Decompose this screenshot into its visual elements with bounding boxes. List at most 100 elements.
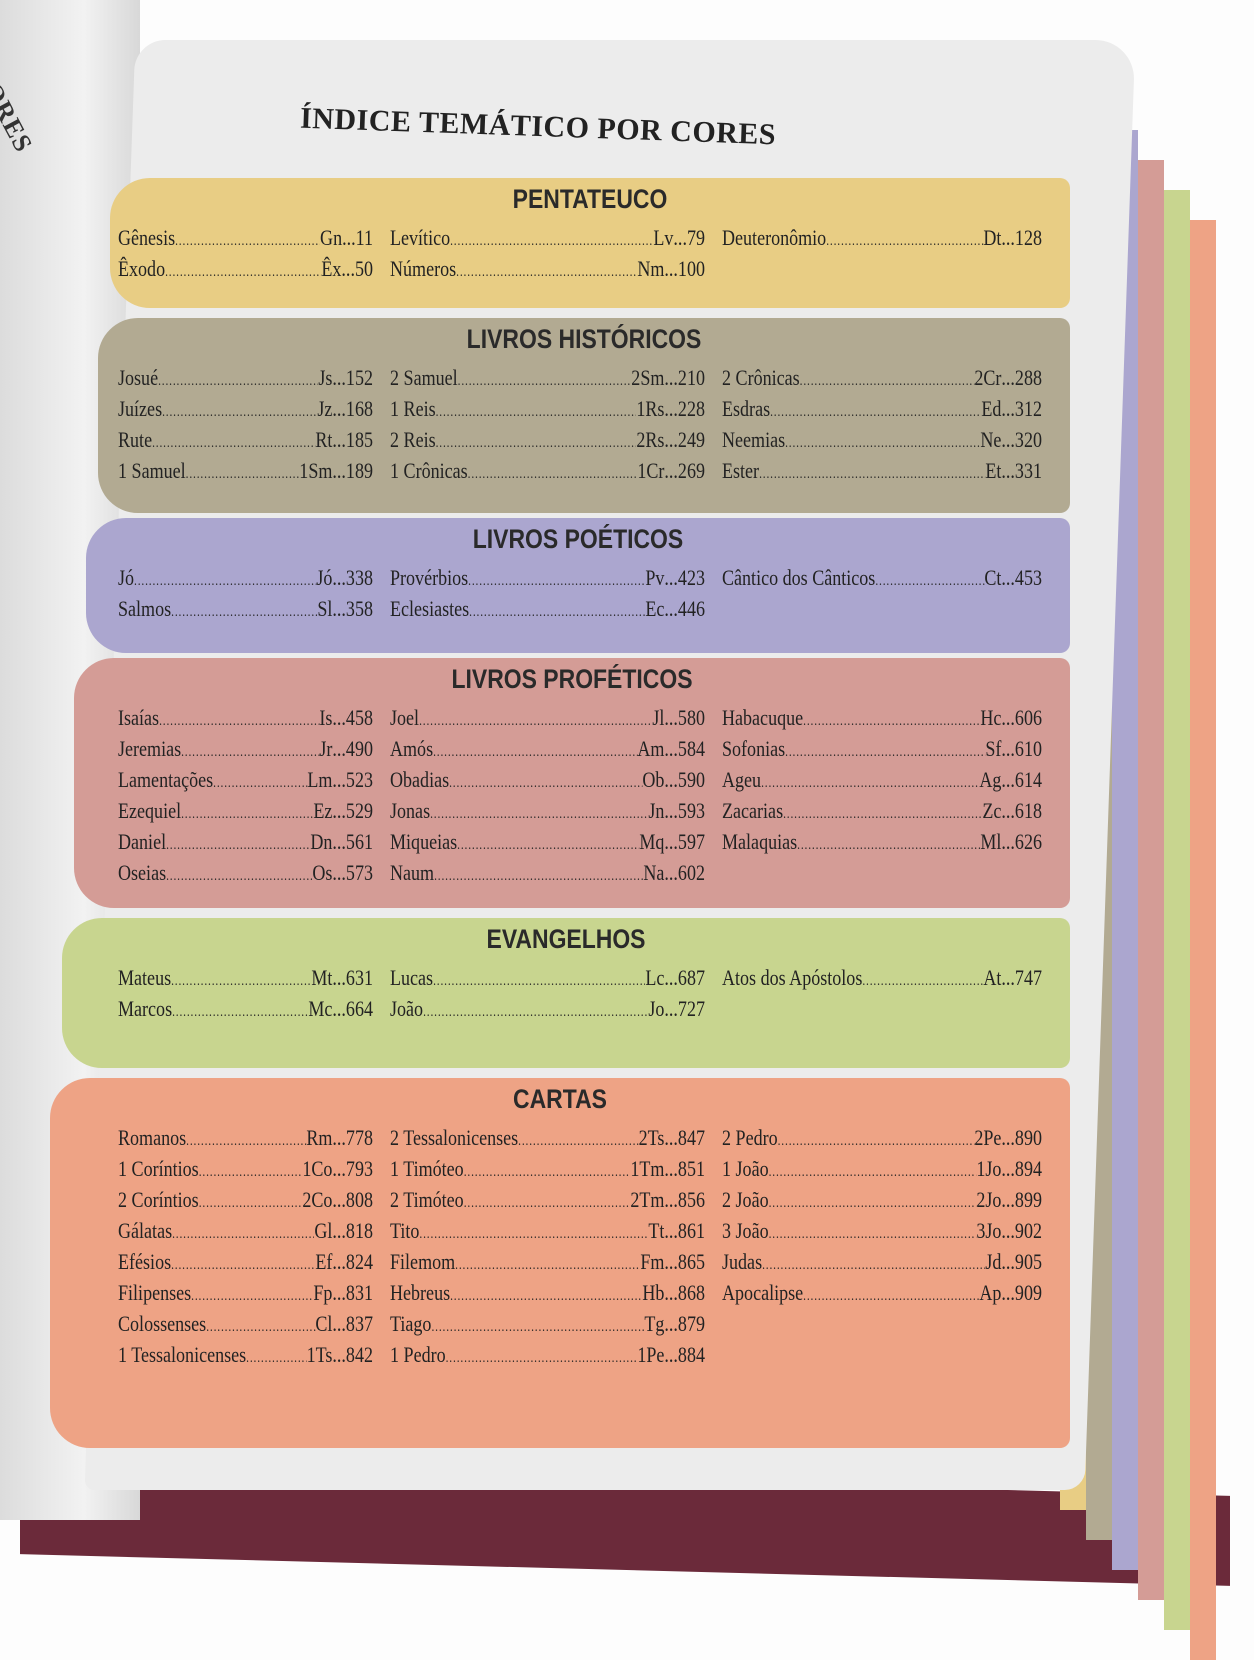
book-abbreviation: Lv (653, 225, 674, 250)
index-entry: 1 Crônicas 1Cr...269 (390, 455, 705, 486)
page-number: 580 (677, 705, 705, 730)
page-number: 446 (677, 596, 705, 621)
book-name: 2 Crônicas (722, 365, 800, 390)
page-number: 453 (1014, 565, 1042, 590)
leader-dots (457, 826, 639, 857)
separator: ... (664, 1125, 678, 1150)
separator: ... (1001, 1218, 1015, 1243)
book-abbreviation: Gn (320, 225, 343, 250)
separator: ... (332, 1125, 346, 1150)
book-name: Ezequiel (118, 798, 182, 823)
separator: ... (332, 860, 346, 885)
page-number: 899 (1014, 1187, 1042, 1212)
leader-dots (423, 993, 648, 1024)
leader-dots (762, 1246, 985, 1277)
book-name: Ester (722, 458, 760, 483)
leader-dots (158, 362, 318, 393)
leader-dots (464, 1153, 631, 1184)
leader-dots (166, 857, 312, 888)
book-abbreviation: Rm (306, 1125, 333, 1150)
book-abbreviation: Fp (313, 1280, 333, 1305)
leader-dots (759, 455, 985, 486)
book-name: Salmos (118, 596, 172, 621)
separator: ... (332, 965, 346, 990)
leader-dots (803, 1277, 979, 1308)
book-name: Daniel (118, 829, 167, 854)
page-number: 249 (677, 427, 705, 452)
separator: ... (332, 705, 346, 730)
page-number: 902 (1014, 1218, 1042, 1243)
book-name: Números (390, 256, 457, 281)
leader-dots (171, 593, 317, 624)
index-entry: 2 Timóteo 2Tm...856 (390, 1184, 705, 1215)
separator: ... (332, 1280, 346, 1305)
section-title: CARTAS (513, 1084, 607, 1114)
index-entry: Ageu Ag...614 (722, 764, 1042, 795)
index-entry: 2 Tessalonicenses 2Ts...847 (390, 1122, 705, 1153)
leader-dots (181, 733, 319, 764)
index-entry: Obadias Ob...590 (390, 764, 705, 795)
book-name: 1 Timóteo (390, 1156, 464, 1181)
book-abbreviation: Pv (645, 565, 665, 590)
separator: ... (332, 596, 346, 621)
book-abbreviation: 1Rs (636, 396, 665, 421)
separator: ... (332, 798, 346, 823)
book-name: 1 João (722, 1156, 769, 1181)
leader-dots (450, 1277, 642, 1308)
separator: ... (664, 1249, 678, 1274)
page-number: 909 (1014, 1280, 1042, 1305)
page-number: 490 (345, 736, 373, 761)
leader-dots (162, 393, 317, 424)
book-abbreviation: 3Jo (976, 1218, 1002, 1243)
book-name: Mateus (118, 965, 172, 990)
book-abbreviation: 2Co (302, 1187, 333, 1212)
separator: ... (664, 1342, 678, 1367)
index-column: JoelJl...580AmósAm...584ObadiasOb...590J… (390, 702, 705, 888)
index-entry: Efésios Ef...824 (118, 1246, 373, 1277)
book-abbreviation: 2Cr (974, 365, 1002, 390)
index-entry: 3 João 3Jo...902 (722, 1215, 1042, 1246)
leader-dots (455, 1246, 640, 1277)
book-name: Oseias (118, 860, 167, 885)
index-entry: 2 Crônicas 2Cr...288 (722, 362, 1042, 393)
index-entry: Jó Jó...338 (118, 562, 373, 593)
leader-dots (783, 795, 982, 826)
book-abbreviation: Ml (980, 829, 1002, 854)
separator: ... (664, 1156, 678, 1181)
book-name: Deuteronômio (722, 225, 827, 250)
index-entry: Oseias Os...573 (118, 857, 373, 888)
separator: ... (664, 829, 678, 854)
book-name: Gálatas (118, 1218, 173, 1243)
leader-dots (797, 826, 980, 857)
book-abbreviation: Ob (642, 767, 665, 792)
book-name: Josué (118, 365, 159, 390)
page-number: 818 (345, 1218, 373, 1243)
separator: ... (1001, 798, 1015, 823)
separator: ... (332, 427, 346, 452)
book-abbreviation: Am (637, 736, 665, 761)
page-number: 597 (677, 829, 705, 854)
page-number: 610 (1014, 736, 1042, 761)
book-name: Apocalipse (722, 1280, 804, 1305)
book-name: Filipenses (118, 1280, 192, 1305)
leader-dots (875, 562, 984, 593)
page-number: 614 (1014, 767, 1042, 792)
separator: ... (664, 458, 678, 483)
separator: ... (332, 458, 346, 483)
index-column: 2 Crônicas2Cr...288EsdrasEd...312Neemias… (722, 362, 1042, 486)
book-name: 2 Pedro (722, 1125, 778, 1150)
book-abbreviation: Jl (652, 705, 665, 730)
page-number: 210 (677, 365, 705, 390)
page-number: 79 (686, 225, 705, 250)
book-name: Habacuque (722, 705, 804, 730)
page-number: 11 (355, 225, 373, 250)
book-name: Zacarias (722, 798, 784, 823)
book-name: Sofonias (722, 736, 786, 761)
index-entry: Naum Na...602 (390, 857, 705, 888)
page-number: 856 (677, 1187, 705, 1212)
book-name: Colossenses (118, 1311, 207, 1336)
page-number: 851 (677, 1156, 705, 1181)
page-number: 865 (677, 1249, 705, 1274)
index-column: JóJó...338SalmosSl...358 (118, 562, 373, 624)
